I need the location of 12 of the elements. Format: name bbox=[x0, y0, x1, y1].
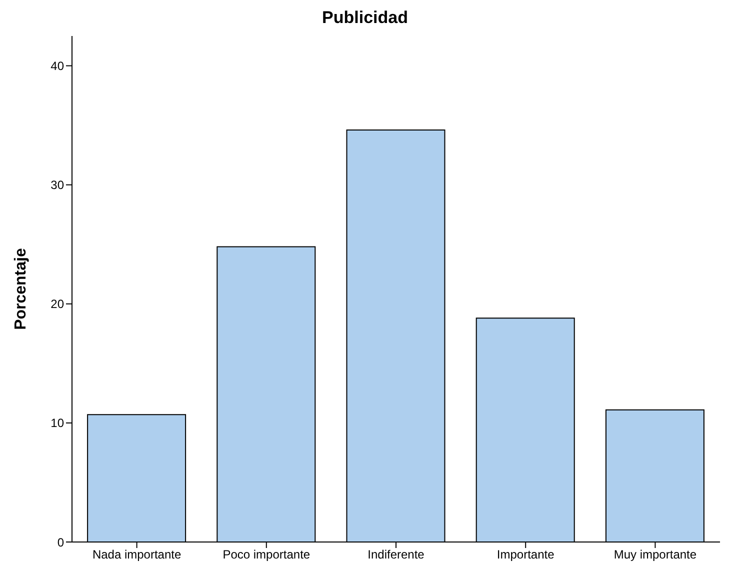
y-tick-label: 10 bbox=[50, 416, 64, 430]
chart-title: Publicidad bbox=[321, 8, 409, 29]
y-tick-label: 40 bbox=[50, 59, 64, 74]
x-tick-label: Indiferente bbox=[368, 548, 425, 562]
y-axis-title: Porcentaje bbox=[12, 248, 30, 330]
x-tick-label: Muy importante bbox=[614, 548, 697, 562]
y-tick-label: 0 bbox=[57, 535, 64, 550]
y-tick-label: 30 bbox=[50, 178, 64, 192]
x-tick-label: Importante bbox=[496, 548, 555, 562]
x-tick-label: Poco importante bbox=[222, 548, 310, 562]
x-tick-label: Nada importante bbox=[92, 548, 182, 562]
y-tick-label: 20 bbox=[50, 297, 64, 312]
